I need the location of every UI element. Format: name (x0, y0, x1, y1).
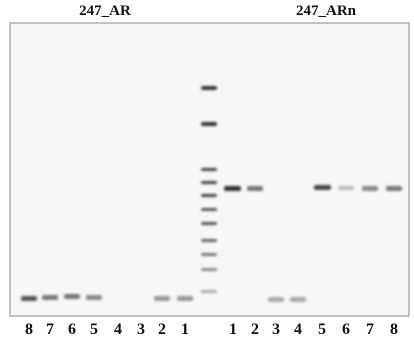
left-title: 247_AR (79, 3, 131, 19)
lane-label: 8 (25, 321, 33, 338)
ladder-band (201, 122, 217, 126)
band (338, 186, 354, 190)
right-title: 247_ARn (296, 3, 357, 19)
lane-label: 5 (90, 321, 98, 338)
ladder-band (201, 86, 217, 90)
ladder-band (201, 253, 217, 256)
ladder-band (201, 239, 217, 242)
lane-label: 5 (318, 321, 326, 338)
lane-label: 3 (137, 321, 145, 338)
lane-label: 2 (158, 321, 166, 338)
band (64, 294, 80, 299)
lane-label: 7 (46, 321, 54, 338)
band (386, 186, 402, 191)
band (247, 186, 263, 191)
lane-label: 2 (251, 321, 259, 338)
band (268, 297, 284, 302)
ladder-band (201, 181, 217, 184)
band (224, 186, 241, 191)
ladder-band (201, 194, 217, 197)
band (86, 295, 102, 300)
band (42, 295, 58, 300)
ladder-band (201, 168, 217, 171)
lane-label: 4 (114, 321, 122, 338)
lane-label: 1 (181, 321, 189, 338)
band (177, 296, 193, 301)
ladder-band (201, 268, 217, 271)
lane-label: 3 (272, 321, 280, 338)
lane-label: 6 (68, 321, 76, 338)
band (290, 297, 306, 302)
ladder-band (201, 208, 217, 211)
gel-figure: 247_AR 247_ARn 8 7 6 5 (0, 0, 414, 340)
ladder-band (201, 290, 217, 293)
lane-label: 4 (294, 321, 302, 338)
lane-labels: 8 7 6 5 4 3 2 1 1 2 3 4 5 6 7 8 (25, 321, 398, 338)
band (21, 296, 37, 301)
lane-label: 8 (390, 321, 398, 338)
lane-label: 1 (229, 321, 237, 338)
band (314, 185, 331, 190)
lane-label: 7 (366, 321, 374, 338)
lane-label: 6 (342, 321, 350, 338)
band (154, 296, 170, 301)
ladder-band (201, 222, 217, 225)
band (362, 186, 378, 191)
